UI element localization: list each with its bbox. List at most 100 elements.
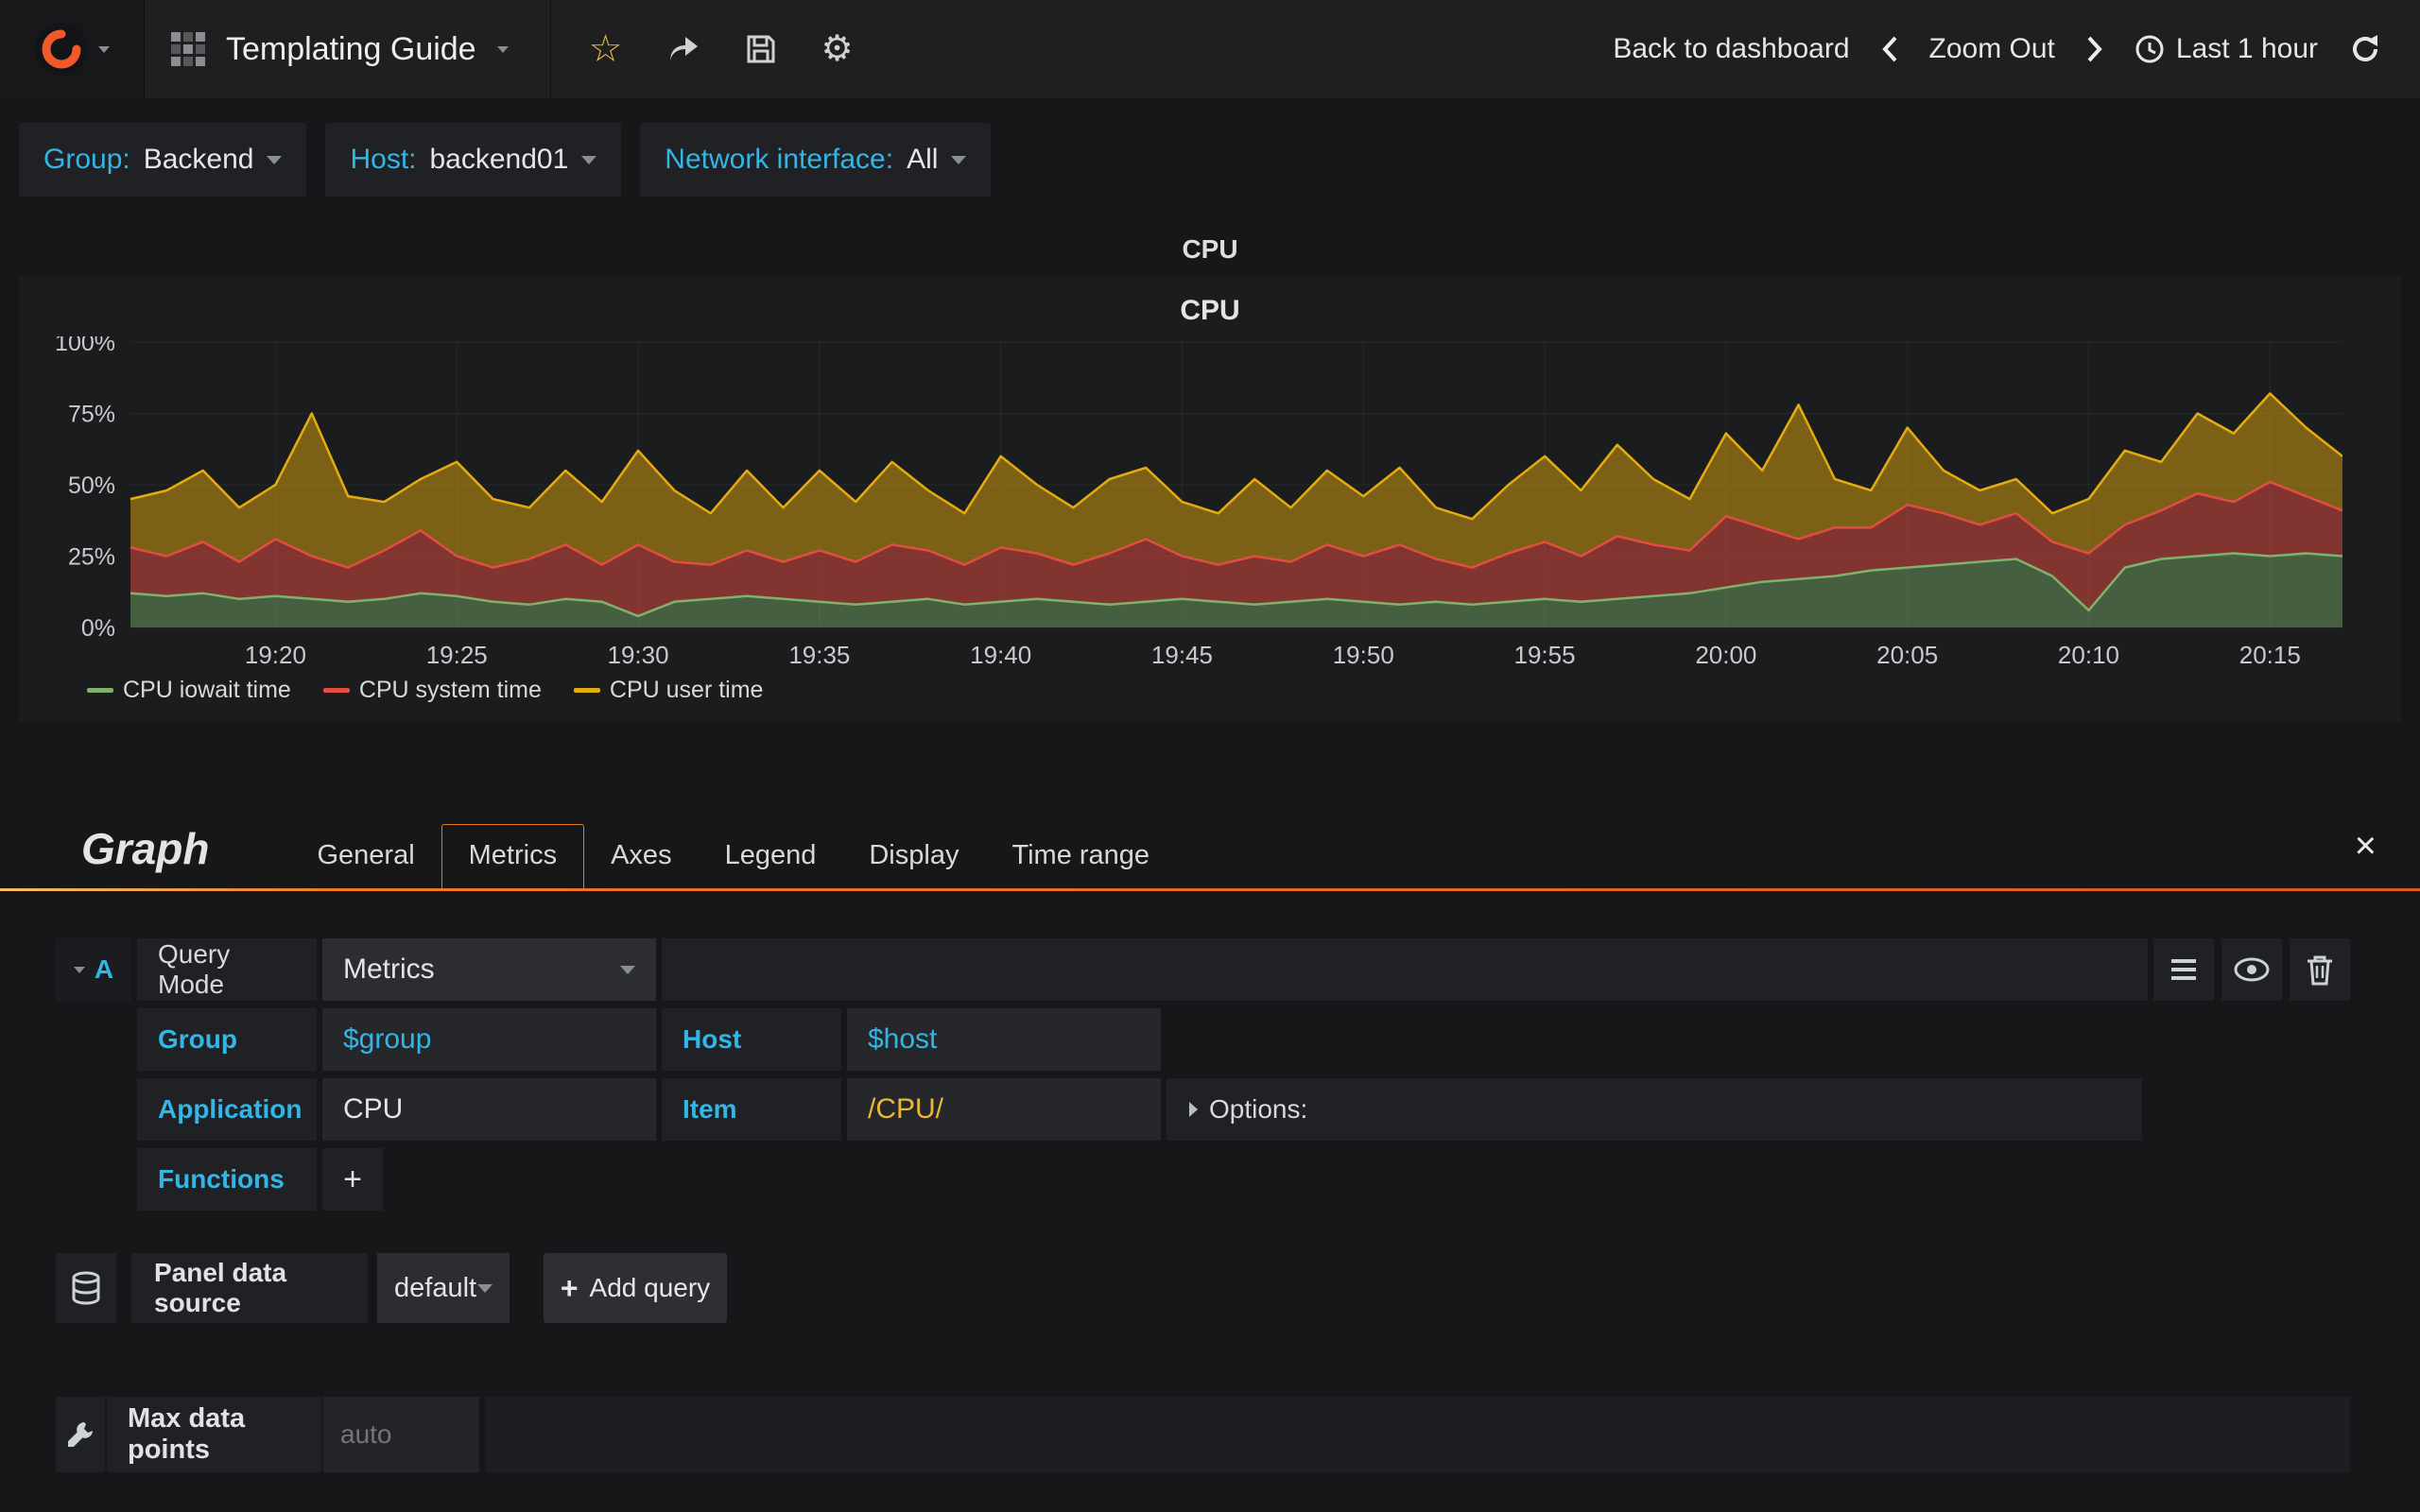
cpu-stacked-area-chart[interactable]: 0% 25% 50% 75% 100% 19:20 19:25 19:30 19:35 19:40… [25,336,2342,671]
query-toggle-visibility-button[interactable] [2221,938,2282,1001]
variable-network-interface[interactable]: Network interface: All [640,123,992,197]
group-value: $group [343,1023,432,1055]
legend-label: CPU iowait time [123,677,291,703]
legend-item[interactable]: CPU user time [573,677,764,704]
svg-text:20:00: 20:00 [1695,641,1756,669]
legend-item[interactable]: CPU system time [322,677,542,704]
svg-text:19:20: 19:20 [245,641,306,669]
item-value: /CPU/ [868,1093,944,1125]
datasource-select[interactable]: default [377,1253,510,1323]
trash-icon [2308,955,2332,986]
database-icon [72,1271,100,1305]
close-icon[interactable]: × [2354,825,2377,867]
variable-host[interactable]: Host: backend01 [325,123,622,197]
tab-time-range[interactable]: Time range [1011,840,1150,870]
svg-text:19:25: 19:25 [426,641,488,669]
variable-label: Network interface: [665,144,894,175]
hamburger-icon [2171,959,2196,980]
graph-panel: CPU 0% 25% 50% 75% 100% 19:20 19:25 19:30 19:35 1… [19,276,2401,721]
group-input[interactable]: $group [322,1008,656,1071]
query-delete-button[interactable] [2290,938,2350,1001]
panel-datasource-label: Panel data source [131,1253,368,1323]
chevron-right-icon [1189,1102,1198,1117]
grafana-menu[interactable] [0,0,145,98]
template-variables-row: Group: Backend Host: backend01 Network i… [0,98,2420,197]
tab-general[interactable]: General [317,840,415,870]
chevron-down-icon [951,155,967,164]
editor-tabs: General Metrics Axes Legend Display Time… [290,824,1176,891]
gear-icon[interactable]: ⚙ [821,29,854,69]
legend-color-swatch [573,688,600,693]
chevron-right-icon[interactable] [2085,34,2104,64]
legend-item[interactable]: CPU iowait time [87,677,291,704]
dashboard-grid-icon [171,32,205,66]
tab-axes[interactable]: Axes [611,840,672,870]
chevron-down-icon [73,966,85,973]
query-row-application-item: Application CPU Item /CPU/ Options: [56,1078,2350,1141]
query-row-a: A Query Mode Metrics [56,938,2350,1001]
application-input[interactable]: CPU [322,1078,656,1141]
chevron-down-icon [581,155,597,164]
add-function-button[interactable]: + [322,1148,383,1211]
query-mode-select[interactable]: Metrics [322,938,656,1001]
time-picker[interactable]: Last 1 hour [2135,33,2318,65]
item-label: Item [662,1078,841,1141]
top-navbar: Templating Guide ☆ ⚙ Back to dashboard Z… [0,0,2420,98]
max-data-points-input[interactable] [323,1397,479,1472]
chevron-down-icon [267,155,283,164]
application-value: CPU [343,1093,404,1125]
tab-legend[interactable]: Legend [724,840,817,870]
svg-text:0%: 0% [81,615,115,642]
chevron-down-icon [496,45,509,53]
svg-text:19:40: 19:40 [970,641,1031,669]
query-collapse-toggle[interactable]: A [56,938,131,1001]
options-label: Options: [1209,1094,1308,1124]
chevron-left-icon[interactable] [1880,34,1899,64]
variable-value: All [907,144,939,175]
svg-text:100%: 100% [55,336,115,356]
query-menu-button[interactable] [2153,938,2214,1001]
options-toggle[interactable]: Options: [1167,1078,2142,1141]
query-mode-label: Query Mode [137,938,317,1001]
item-input[interactable]: /CPU/ [847,1078,1161,1141]
tab-metrics[interactable]: Metrics [441,824,585,888]
star-icon[interactable]: ☆ [588,28,623,70]
editor-title: Graph [81,824,210,873]
dashboard-title: Templating Guide [226,30,476,67]
variable-value: Backend [143,144,254,175]
datasource-row: Panel data source default + Add query [56,1253,2350,1323]
dashboard-title-dropdown[interactable]: Templating Guide [145,0,551,98]
max-data-points-row: Max data points [56,1397,2350,1472]
back-to-dashboard-button[interactable]: Back to dashboard [1613,33,1850,64]
chevron-down-icon [98,45,110,53]
chevron-down-icon [477,1283,493,1293]
zoom-out-button[interactable]: Zoom Out [1928,33,2055,64]
eye-icon [2234,957,2270,982]
variable-group[interactable]: Group: Backend [19,123,307,197]
host-value: $host [868,1023,938,1055]
share-icon[interactable] [666,33,701,65]
legend-label: CPU user time [609,677,764,703]
chart-legend: CPU iowait time CPU system time CPU user… [87,677,2401,704]
refresh-icon[interactable] [2348,32,2382,66]
host-input[interactable]: $host [847,1008,1161,1071]
add-query-button[interactable]: + Add query [544,1253,727,1323]
tab-display[interactable]: Display [869,840,959,870]
svg-text:20:15: 20:15 [2239,641,2301,669]
max-row-filler [485,1397,2350,1472]
clock-icon [2135,35,2164,63]
plus-icon: + [560,1270,579,1305]
grafana-logo [35,23,88,76]
svg-text:20:10: 20:10 [2058,641,2119,669]
graph-title: CPU [1180,295,1240,326]
svg-text:25%: 25% [68,544,115,571]
group-label: Group [137,1008,317,1071]
panel-editor-header: Graph General Metrics Axes Legend Displa… [0,766,2420,891]
wrench-icon-cell [56,1397,105,1472]
save-icon[interactable] [745,33,777,65]
variable-label: Group: [43,144,130,175]
panel-header-title: CPU [1182,234,1238,264]
query-row-functions: Functions + [56,1148,2350,1211]
query-row-filler [662,938,2148,1001]
functions-label: Functions [137,1148,317,1211]
